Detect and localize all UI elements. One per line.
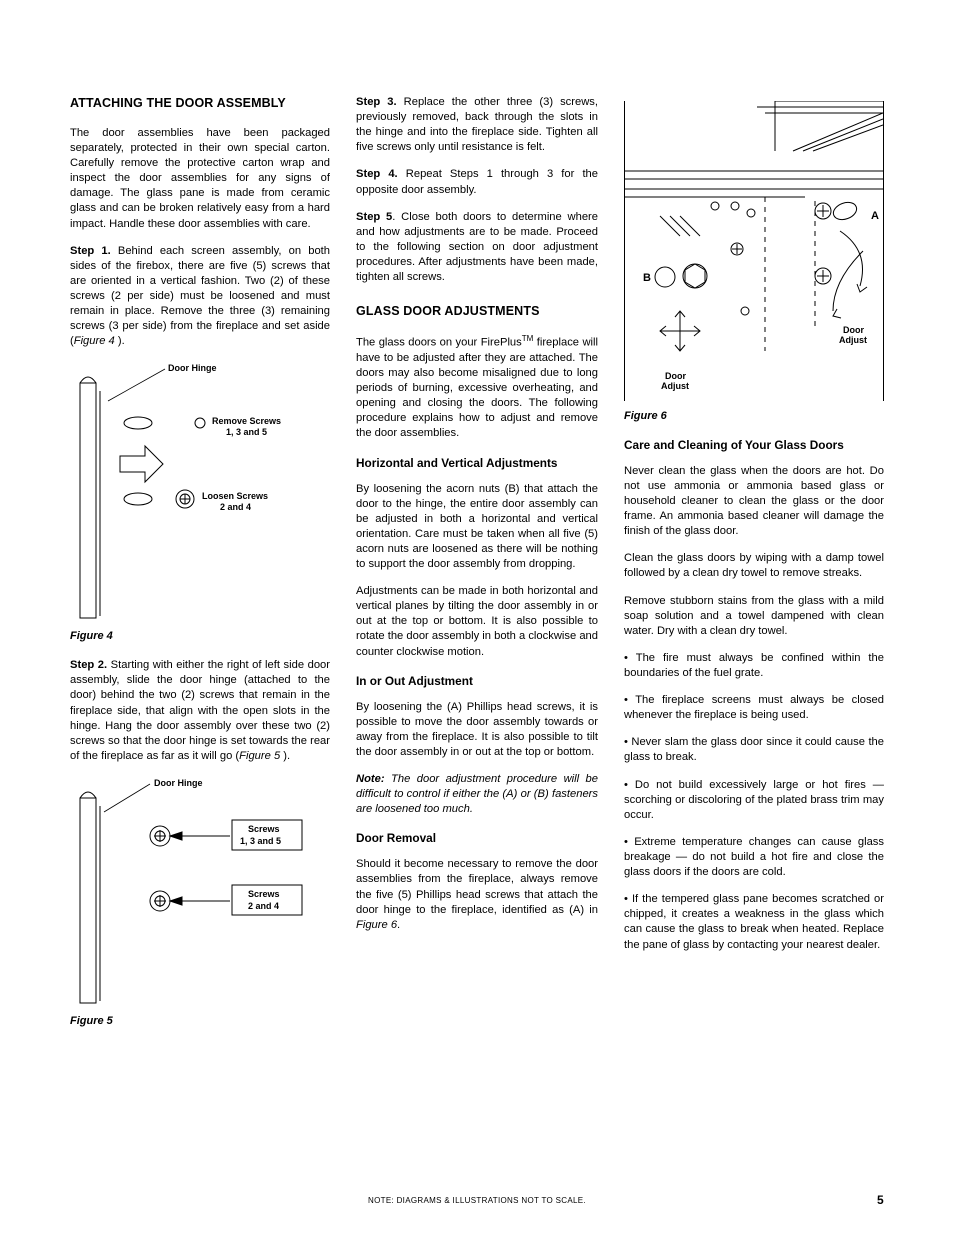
fig4-remove-l2: 1, 3 and 5 xyxy=(226,427,267,437)
heading-care: Care and Cleaning of Your Glass Doors xyxy=(624,438,884,454)
step-4: Step 4. Repeat Steps 1 through 3 for the… xyxy=(356,167,598,197)
column-1: ATTACHING THE DOOR ASSEMBLY The door ass… xyxy=(70,95,330,1043)
care-p1: Never clean the glass when the doors are… xyxy=(624,464,884,540)
figure-5: Screws 1, 3 and 5 Screws 2 and 4 Door Hi… xyxy=(70,776,330,1006)
fig5-hinge-label: Door Hinge xyxy=(154,778,203,788)
fig4-hinge-label: Door Hinge xyxy=(168,363,217,373)
figure-6: Door Adjust Door Adjust A B xyxy=(624,101,884,401)
heading-glass: GLASS DOOR ADJUSTMENTS xyxy=(356,303,598,320)
figure-5-caption: Figure 5 xyxy=(70,1014,330,1029)
bullet-4: • Do not build excessively large or hot … xyxy=(624,778,884,823)
heading-io: In or Out Adjustment xyxy=(356,674,598,690)
step-2-body: Starting with either the right of left s… xyxy=(70,659,330,762)
fig6-da1-l1: Door xyxy=(665,371,686,381)
step-2-tail: ). xyxy=(280,750,290,762)
step-1-label: Step 1. xyxy=(70,245,111,257)
figure-4: Door Hinge Remove Screws 1, 3 and 5 Loos… xyxy=(70,361,330,621)
step-2-figref: Figure 5 xyxy=(239,750,280,762)
figure-4-caption: Figure 4 xyxy=(70,629,330,644)
glass-intro: The glass doors on your FirePlusTM firep… xyxy=(356,334,598,442)
step-4-label: Step 4. xyxy=(356,168,398,180)
step-5: Step 5. Close both doors to determine wh… xyxy=(356,210,598,286)
note-paragraph: Note: The door adjustment procedure will… xyxy=(356,772,598,817)
bullet-1: • The fire must always be confined withi… xyxy=(624,651,884,681)
glass-intro-a: The glass doors on your FirePlus xyxy=(356,337,522,349)
bullet-3: • Never slam the glass door since it cou… xyxy=(624,735,884,765)
heading-hv: Horizontal and Vertical Adjustments xyxy=(356,456,598,472)
dr-body: Should it become necessary to remove the… xyxy=(356,858,598,915)
dr-tail: . xyxy=(397,919,400,931)
fig6-label-b: B xyxy=(643,272,651,284)
step-1-tail: ). xyxy=(115,335,125,347)
hv-p2: Adjustments can be made in both horizont… xyxy=(356,584,598,660)
bullet-5: • Extreme temperature changes can cause … xyxy=(624,835,884,880)
fig5-a-l2: 1, 3 and 5 xyxy=(240,836,281,846)
step-3: Step 3. Replace the other three (3) scre… xyxy=(356,95,598,155)
step-2-label: Step 2. xyxy=(70,659,107,671)
heading-attach: ATTACHING THE DOOR ASSEMBLY xyxy=(70,95,330,112)
note-label: Note: xyxy=(356,773,385,785)
care-p3: Remove stubborn stains from the glass wi… xyxy=(624,594,884,639)
step-2: Step 2. Starting with either the right o… xyxy=(70,658,330,764)
fig4-remove-l1: Remove Screws xyxy=(212,416,281,426)
figure-6-caption: Figure 6 xyxy=(624,409,884,424)
step-1-figref: Figure 4 xyxy=(74,335,115,347)
footer-note: NOTE: DIAGRAMS & ILLUSTRATIONS NOT TO SC… xyxy=(368,1196,586,1205)
figure-6-svg: Door Adjust Door Adjust A B xyxy=(625,101,883,401)
fig4-loosen-l2: 2 and 4 xyxy=(220,502,251,512)
fig6-da1-l2: Adjust xyxy=(661,381,689,391)
glass-intro-tm: TM xyxy=(522,334,534,343)
fig6-da2-l2: Adjust xyxy=(839,335,867,345)
dr-figref: Figure 6 xyxy=(356,919,397,931)
hv-p1: By loosening the acorn nuts (B) that att… xyxy=(356,482,598,573)
fig4-loosen-l1: Loosen Screws xyxy=(202,491,268,501)
column-2: Step 3. Replace the other three (3) scre… xyxy=(356,95,598,1043)
step-5-label: Step 5 xyxy=(356,211,392,223)
column-container: ATTACHING THE DOOR ASSEMBLY The door ass… xyxy=(70,95,884,1043)
step-1-body: Behind each screen assembly, on both sid… xyxy=(70,245,330,348)
care-p2: Clean the glass doors by wiping with a d… xyxy=(624,551,884,581)
step-1: Step 1. Behind each screen assembly, on … xyxy=(70,244,330,350)
column-3: Door Adjust Door Adjust A B xyxy=(624,95,884,1043)
step-5-body: . Close both doors to determine where an… xyxy=(356,211,598,283)
figure-4-svg: Door Hinge Remove Screws 1, 3 and 5 Loos… xyxy=(70,361,330,621)
page-number: 5 xyxy=(877,1193,884,1207)
glass-intro-b: fireplace will have to be adjusted after… xyxy=(356,337,598,440)
dr-p1: Should it become necessary to remove the… xyxy=(356,857,598,933)
fig6-label-a: A xyxy=(871,210,879,222)
bullet-2: • The fireplace screens must always be c… xyxy=(624,693,884,723)
heading-door-removal: Door Removal xyxy=(356,831,598,847)
fig6-da2-l1: Door xyxy=(843,325,864,335)
fig5-b-l1: Screws xyxy=(248,889,280,899)
note-body: The door adjustment procedure will be di… xyxy=(356,773,598,815)
intro-paragraph: The door assemblies have been packaged s… xyxy=(70,126,330,232)
footer: NOTE: DIAGRAMS & ILLUSTRATIONS NOT TO SC… xyxy=(70,1196,884,1205)
fig5-a-l1: Screws xyxy=(248,824,280,834)
page: ATTACHING THE DOOR ASSEMBLY The door ass… xyxy=(0,0,954,1235)
bullet-6: • If the tempered glass pane becomes scr… xyxy=(624,892,884,952)
figure-5-svg: Screws 1, 3 and 5 Screws 2 and 4 Door Hi… xyxy=(70,776,330,1006)
fig5-b-l2: 2 and 4 xyxy=(248,901,279,911)
io-p1: By loosening the (A) Phillips head screw… xyxy=(356,700,598,760)
step-3-label: Step 3. xyxy=(356,96,397,108)
